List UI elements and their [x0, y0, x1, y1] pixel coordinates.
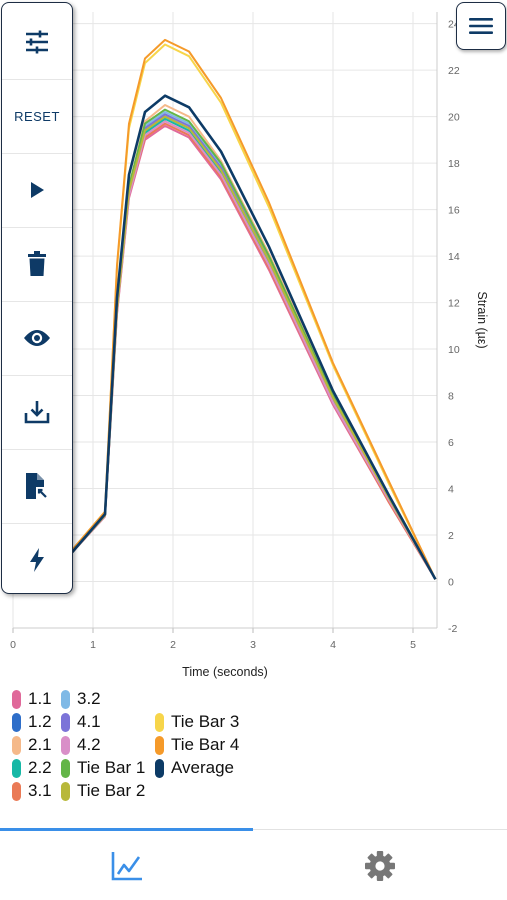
y-tick-label: 6 [448, 437, 454, 449]
series-line [12, 117, 437, 583]
quick-action-button[interactable] [2, 523, 72, 597]
legend-swatch [12, 781, 21, 801]
legend-item[interactable]: 4.2 [61, 734, 101, 756]
legend-item[interactable]: Tie Bar 1 [61, 757, 145, 779]
series-line [12, 38, 437, 583]
legend-label: Tie Bar 2 [77, 781, 146, 800]
tab-chart[interactable] [0, 831, 253, 900]
legend-label: Tie Bar 1 [77, 758, 146, 777]
legend-item[interactable]: Average [155, 757, 234, 779]
y-tick-label: 8 [448, 391, 454, 403]
y-tick-label: -2 [448, 623, 457, 635]
x-tick-label: 5 [410, 639, 416, 651]
reset-label: RESET [14, 108, 60, 124]
export-file-button[interactable] [2, 449, 72, 524]
file-export-icon [26, 473, 49, 499]
legend-swatch [61, 758, 70, 778]
legend-label: 1.2 [28, 712, 52, 731]
legend-label: 2.1 [28, 735, 52, 754]
menu-button[interactable] [456, 2, 506, 50]
legend-swatch [12, 758, 21, 778]
y-tick-label: 10 [448, 344, 460, 356]
y-tick-label: 20 [448, 112, 460, 124]
legend-label: Average [171, 758, 235, 777]
series-line [12, 94, 437, 583]
x-tick-label: 0 [10, 639, 16, 651]
y-tick-label: 2 [448, 530, 454, 542]
y-tick-label: 14 [448, 251, 460, 263]
legend-item[interactable]: 3.1 [12, 780, 52, 802]
legend-label: 3.2 [77, 689, 101, 708]
x-tick-label: 3 [250, 639, 256, 651]
chart-toolbar: RESET [1, 2, 73, 594]
bottom-tab-bar [0, 828, 507, 900]
tab-divider [253, 829, 507, 830]
y-tick-label: 12 [448, 298, 460, 310]
legend-label: Tie Bar 3 [171, 712, 240, 731]
series-line [12, 43, 437, 583]
legend-item[interactable]: 3.2 [61, 688, 101, 710]
legend-swatch [61, 735, 70, 755]
gear-icon [364, 850, 395, 881]
hamburger-menu-icon [469, 18, 493, 34]
series-line [12, 124, 437, 583]
chart-grid [12, 12, 438, 633]
series-line [12, 120, 437, 583]
chart-line-icon [111, 851, 142, 880]
x-axis-label: Time (seconds) [182, 665, 268, 679]
reset-button[interactable]: RESET [2, 79, 72, 154]
legend-item[interactable]: 2.2 [12, 757, 52, 779]
x-tick-label: 2 [170, 639, 176, 651]
download-icon [24, 401, 50, 424]
legend-swatch [12, 689, 21, 709]
legend-label: 2.2 [28, 758, 52, 777]
eye-icon [24, 330, 50, 346]
y-tick-label: 22 [448, 65, 460, 77]
legend-item[interactable]: 1.1 [12, 688, 52, 710]
y-tick-label: 4 [448, 484, 454, 496]
legend-item[interactable]: Tie Bar 3 [155, 711, 239, 733]
x-tick-label: 1 [90, 639, 96, 651]
play-button[interactable] [2, 153, 72, 228]
legend-swatch [61, 712, 70, 732]
trash-icon [28, 251, 46, 276]
y-tick-label: 24 [448, 19, 460, 31]
y-tick-label: 18 [448, 158, 460, 170]
chart-legend: 1.1 1.2 2.1 2.2 3.1 3.2 4.1 4.2 Tie Bar … [0, 686, 507, 806]
sliders-icon [26, 30, 48, 54]
legend-item[interactable]: 2.1 [12, 734, 52, 756]
lightning-icon [30, 548, 44, 572]
y-tick-label: 16 [448, 205, 460, 217]
play-icon [31, 182, 44, 198]
y-tick-label: 0 [448, 577, 454, 589]
filter-button[interactable] [2, 5, 72, 80]
legend-swatch [155, 735, 164, 755]
tab-settings[interactable] [253, 831, 506, 900]
y-axis-label: Strain (µε) [475, 291, 489, 348]
delete-button[interactable] [2, 227, 72, 302]
legend-swatch [61, 781, 70, 801]
download-button[interactable] [2, 375, 72, 450]
legend-swatch [12, 712, 21, 732]
legend-label: 4.1 [77, 712, 101, 731]
series-line [12, 122, 437, 583]
legend-swatch [12, 735, 21, 755]
legend-swatch [155, 758, 164, 778]
legend-label: Tie Bar 4 [171, 735, 240, 754]
legend-swatch [155, 712, 164, 732]
legend-item[interactable]: 4.1 [61, 711, 101, 733]
legend-label: 1.1 [28, 689, 52, 708]
legend-label: 3.1 [28, 781, 52, 800]
chart-series [12, 38, 437, 583]
x-tick-label: 4 [330, 639, 336, 651]
legend-item[interactable]: 1.2 [12, 711, 52, 733]
active-tab-indicator [0, 828, 253, 831]
legend-item[interactable]: Tie Bar 4 [155, 734, 239, 756]
toggle-visibility-button[interactable] [2, 301, 72, 376]
legend-label: 4.2 [77, 735, 101, 754]
legend-item[interactable]: Tie Bar 2 [61, 780, 145, 802]
legend-swatch [61, 689, 70, 709]
